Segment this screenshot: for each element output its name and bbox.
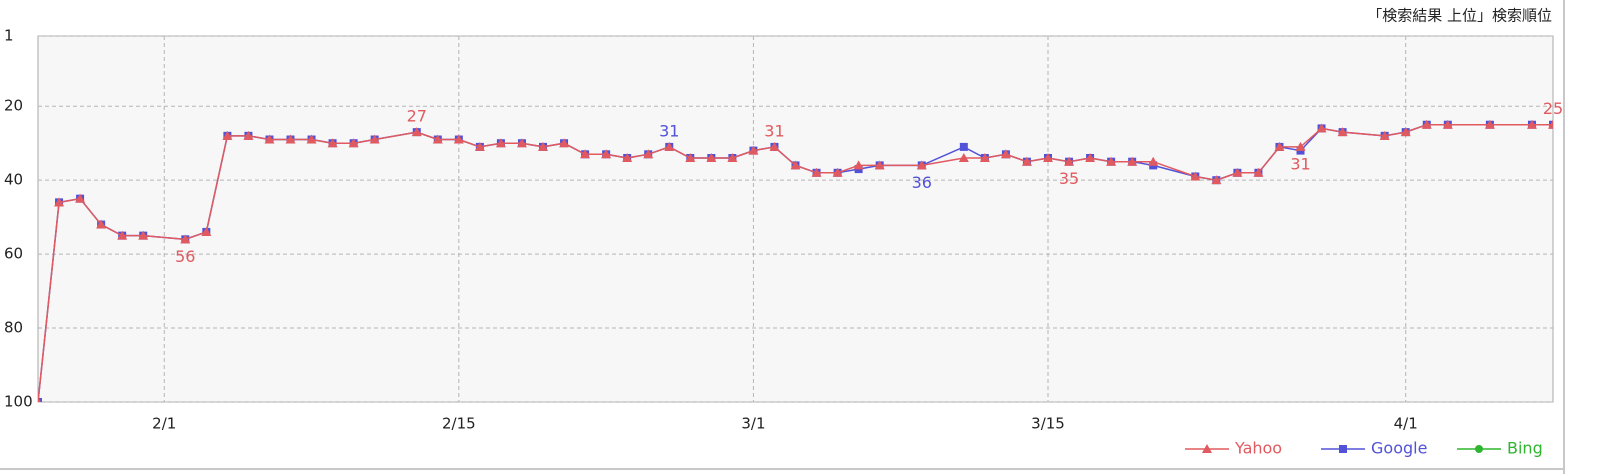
point-marker [1400, 127, 1411, 137]
y-tick-label: 60 [4, 245, 23, 263]
point-marker [516, 138, 527, 148]
point-marker [1148, 156, 1159, 166]
legend-marker [1475, 445, 1483, 453]
point-marker [1379, 130, 1390, 140]
legend-label: Google [1371, 439, 1427, 458]
point-marker [1043, 153, 1053, 162]
point-marker [138, 230, 149, 240]
point-marker [769, 141, 780, 151]
point-marker [1548, 119, 1553, 129]
point-marker [38, 397, 41, 402]
point-marker [54, 197, 65, 207]
y-tick-label: 80 [4, 319, 23, 337]
point-marker [495, 138, 506, 148]
x-tick-label: 3/1 [741, 415, 765, 433]
plot-area [37, 35, 1554, 403]
point-marker [853, 160, 864, 170]
point-marker [1232, 167, 1243, 177]
point-marker [75, 193, 86, 203]
point-marker [958, 153, 969, 162]
point-marker [1127, 156, 1138, 166]
point-marker [979, 153, 990, 162]
point-marker [201, 226, 212, 236]
data-label: 56 [175, 247, 195, 266]
point-marker [1021, 156, 1032, 166]
y-tick-label: 1 [4, 27, 14, 45]
point-marker [180, 234, 191, 244]
legend-marker [1339, 445, 1347, 453]
point-marker [222, 130, 233, 140]
point-marker [538, 141, 548, 151]
x-tick-label: 4/1 [1394, 415, 1418, 433]
point-marker [453, 134, 464, 144]
point-marker [790, 160, 801, 170]
point-marker [664, 141, 675, 151]
data-label: 31 [764, 121, 784, 140]
point-marker [643, 149, 654, 159]
point-marker [559, 138, 570, 148]
point-marker [327, 138, 338, 148]
point-marker [348, 138, 359, 148]
legend-marker [1202, 444, 1212, 453]
series-group [38, 119, 1553, 402]
data-label: 35 [1059, 169, 1079, 188]
point-marker [959, 142, 968, 151]
point-marker [1526, 119, 1537, 129]
point-marker [811, 167, 822, 177]
window-edge [1563, 0, 1565, 474]
point-marker [1421, 119, 1432, 129]
point-marker [38, 398, 42, 402]
point-marker [117, 230, 128, 240]
point-marker [432, 134, 443, 144]
point-marker [1190, 171, 1201, 181]
point-marker [1064, 156, 1075, 166]
data-label: 31 [659, 121, 679, 140]
point-marker [622, 153, 633, 162]
point-marker [285, 134, 296, 144]
point-marker [1211, 175, 1222, 185]
point-marker [748, 145, 759, 155]
chart-title: 「検索結果 上位」検索順位 [1367, 7, 1552, 25]
y-tick-label: 40 [4, 171, 23, 189]
point-marker [1085, 153, 1096, 162]
window-edge [0, 468, 1565, 470]
point-marker [1484, 119, 1495, 129]
data-label: 36 [912, 173, 932, 192]
point-marker [832, 167, 843, 177]
legend-label: Bing [1507, 439, 1543, 458]
point-marker [1442, 119, 1453, 129]
point-marker [685, 153, 696, 162]
x-tick-label: 3/15 [1031, 415, 1065, 433]
point-marker [96, 219, 107, 229]
point-marker [874, 160, 885, 170]
point-marker [706, 153, 717, 162]
point-marker [1000, 149, 1011, 159]
x-tick-label: 2/1 [152, 415, 176, 433]
point-marker [1274, 141, 1285, 151]
point-marker [1316, 123, 1327, 133]
point-marker [243, 130, 254, 140]
y-tick-label: 100 [4, 393, 33, 411]
point-marker [1295, 141, 1306, 151]
point-marker [1337, 127, 1348, 137]
point-marker [411, 127, 422, 137]
point-marker [474, 141, 485, 151]
point-marker [601, 149, 612, 159]
point-marker [1106, 156, 1117, 166]
data-label: 25 [1543, 99, 1563, 118]
point-marker [916, 160, 927, 170]
point-marker [580, 149, 591, 159]
point-marker [369, 134, 380, 144]
data-label: 27 [407, 107, 427, 126]
y-tick-label: 20 [4, 97, 23, 115]
data-label: 31 [1290, 154, 1310, 173]
point-marker [264, 134, 275, 144]
point-marker [306, 134, 317, 144]
point-marker [727, 153, 738, 162]
x-tick-label: 2/15 [442, 415, 476, 433]
legend-label: Yahoo [1234, 439, 1282, 458]
point-marker [1253, 167, 1264, 177]
